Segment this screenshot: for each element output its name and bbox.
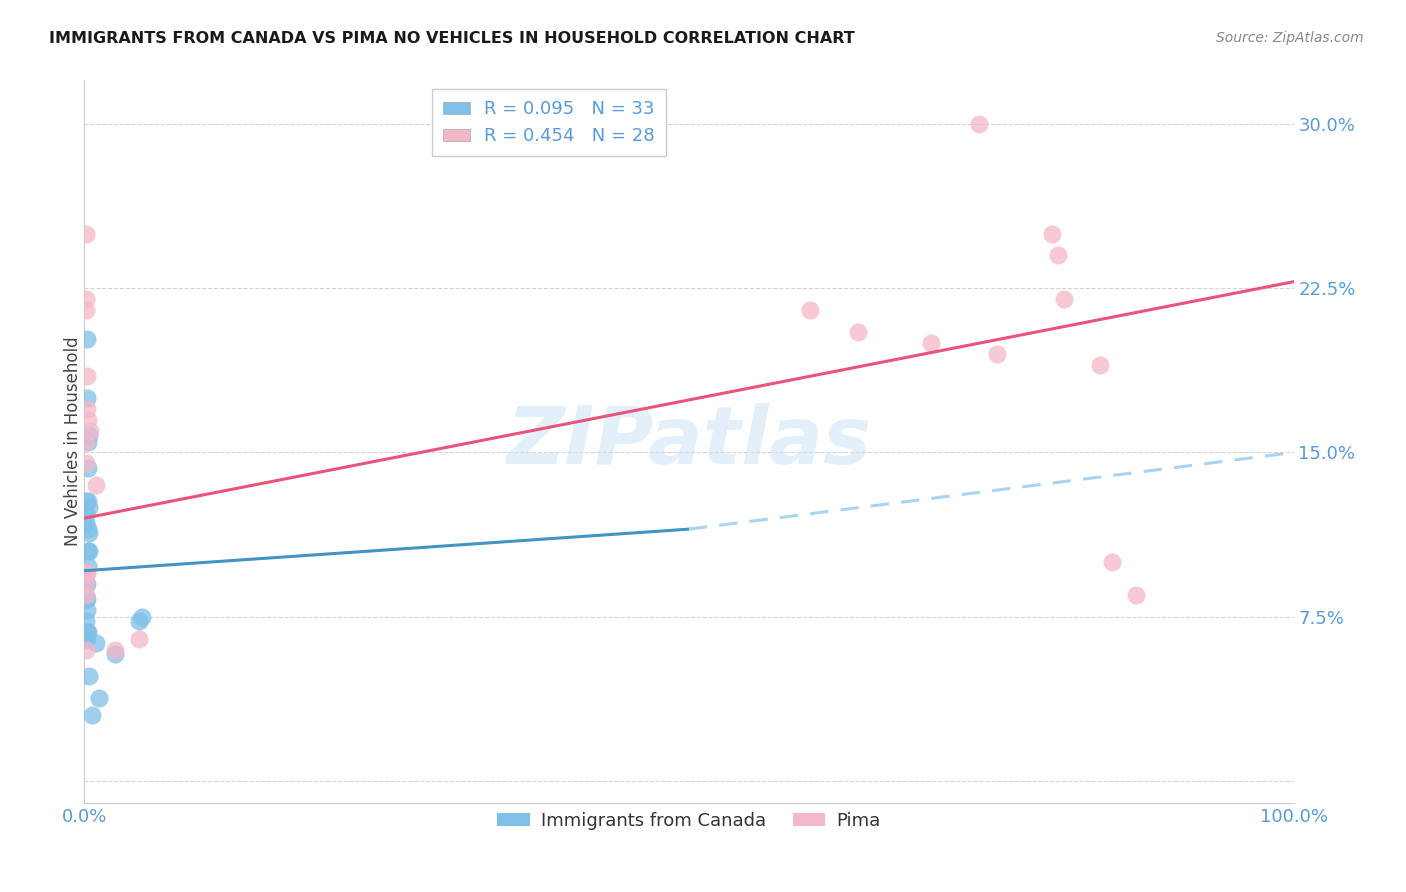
Point xyxy=(77,522,100,536)
Point xyxy=(75,588,97,602)
Point xyxy=(131,609,153,624)
Point xyxy=(75,592,97,607)
Point xyxy=(799,303,821,318)
Point xyxy=(75,457,97,471)
Point xyxy=(104,647,127,661)
Point xyxy=(86,478,108,492)
Point xyxy=(128,632,150,646)
Point xyxy=(846,325,869,339)
Point xyxy=(75,566,97,580)
Point xyxy=(76,332,98,346)
Text: Source: ZipAtlas.com: Source: ZipAtlas.com xyxy=(1216,31,1364,45)
Text: IMMIGRANTS FROM CANADA VS PIMA NO VEHICLES IN HOUSEHOLD CORRELATION CHART: IMMIGRANTS FROM CANADA VS PIMA NO VEHICL… xyxy=(49,31,855,46)
Point xyxy=(75,642,97,657)
Point xyxy=(75,303,97,318)
Point xyxy=(75,566,97,580)
Point xyxy=(104,642,127,657)
Point xyxy=(75,577,97,591)
Point xyxy=(967,117,990,131)
Point xyxy=(1046,248,1069,262)
Point xyxy=(75,507,97,521)
Point xyxy=(77,526,100,541)
Point xyxy=(1040,227,1063,241)
Point xyxy=(75,434,97,449)
Point xyxy=(77,493,100,508)
Point xyxy=(77,500,100,515)
Point xyxy=(86,636,108,650)
Point xyxy=(76,391,98,405)
Point xyxy=(77,428,100,442)
Point xyxy=(75,577,97,591)
Legend: Immigrants from Canada, Pima: Immigrants from Canada, Pima xyxy=(491,805,887,837)
Point xyxy=(1125,588,1147,602)
Point xyxy=(75,516,97,530)
Point xyxy=(77,460,100,475)
Y-axis label: No Vehicles in Household: No Vehicles in Household xyxy=(65,336,82,547)
Point xyxy=(986,347,1008,361)
Point xyxy=(76,577,98,591)
Point xyxy=(76,632,98,646)
Point xyxy=(76,401,98,416)
Point xyxy=(77,559,100,574)
Point xyxy=(75,614,97,628)
Point xyxy=(77,434,100,449)
Point xyxy=(76,368,98,383)
Point xyxy=(1053,292,1076,306)
Point xyxy=(1088,358,1111,372)
Point xyxy=(75,632,97,646)
Point xyxy=(76,592,98,607)
Point xyxy=(80,708,103,723)
Point xyxy=(77,625,100,640)
Point xyxy=(1101,555,1123,569)
Point xyxy=(920,336,942,351)
Text: ZIPatlas: ZIPatlas xyxy=(506,402,872,481)
Point xyxy=(76,625,98,640)
Point xyxy=(75,292,97,306)
Point xyxy=(77,412,100,426)
Point xyxy=(76,566,98,580)
Point xyxy=(79,424,101,438)
Point xyxy=(75,227,97,241)
Point xyxy=(128,614,150,628)
Point xyxy=(75,493,97,508)
Point xyxy=(87,690,110,705)
Point xyxy=(77,544,100,558)
Point xyxy=(77,544,100,558)
Point xyxy=(76,603,98,617)
Point xyxy=(77,669,100,683)
